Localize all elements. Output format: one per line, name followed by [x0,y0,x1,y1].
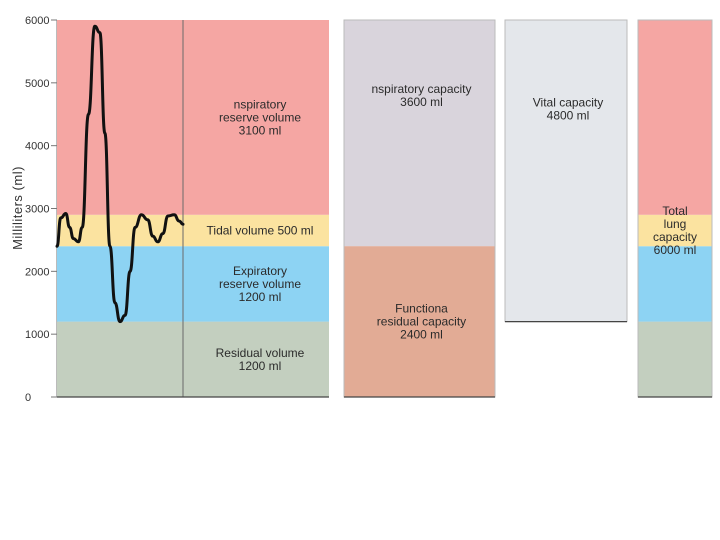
total-expiratory-reserve-volume-band [638,246,712,322]
functional-residual-capacity-label: 2400 ml [400,328,443,342]
vital-capacity-label: 4800 ml [547,109,590,123]
expiratory-reserve-volume-label: Expiratory [233,264,287,278]
spirogram-line [55,24,185,324]
inspiratory-reserve-volume-label: 3100 ml [239,123,282,137]
y-axis: 6000 5000 4000 3000 2000 1000 0 [25,15,58,404]
inspiratory-capacity-bar [344,20,495,247]
y-axis-title: Milliliters (ml) [10,166,25,250]
total-inspiratory-reserve-volume-band [638,20,712,215]
total-lung-capacity-label: lung [664,217,687,231]
y-tick-label: 6000 [25,15,49,27]
expiratory-reserve-volume-label: 1200 ml [239,290,282,304]
total-lung-capacity-label: Total [662,204,687,218]
residual-volume-label: 1200 ml [239,359,282,373]
total-residual-volume-band [638,321,712,397]
inspiratory-reserve-volume-label: reserve volume [219,110,301,124]
functional-residual-capacity-bar [344,246,495,397]
vital-capacity-bar [504,19,628,323]
y-tick-label: 0 [25,392,31,404]
tidal-volume-label: Tidal volume 500 ml [207,223,314,237]
inspiratory-capacity-label: 3600 ml [400,95,443,109]
functional-residual-capacity-label: Functiona [395,302,448,316]
y-tick-label: 2000 [25,266,49,278]
spirogram-trace [55,24,185,324]
functional-residual-capacity-label: residual capacity [377,315,466,329]
vital-capacity-label: Vital capacity [533,96,603,110]
inspiratory-capacity-label: nspiratory capacity [371,82,471,96]
volume-bars [57,19,713,398]
y-tick-label: 4000 [25,141,49,153]
total-lung-capacity-label: capacity [653,230,697,244]
y-tick-label: 3000 [25,204,49,216]
residual-volume-label: Residual volume [216,346,305,360]
total-lung-capacity-label: 6000 ml [654,243,697,257]
y-tick-label: 1000 [25,329,49,341]
expiratory-reserve-volume-label: reserve volume [219,277,301,291]
inspiratory-reserve-volume-label: nspiratory [234,97,287,111]
residual-volume-band [57,321,329,397]
expiratory-reserve-volume-band [57,246,329,322]
tidal-volume-band [57,214,329,247]
total-tidal-volume-band [638,214,712,247]
y-tick-label: 5000 [25,78,49,90]
